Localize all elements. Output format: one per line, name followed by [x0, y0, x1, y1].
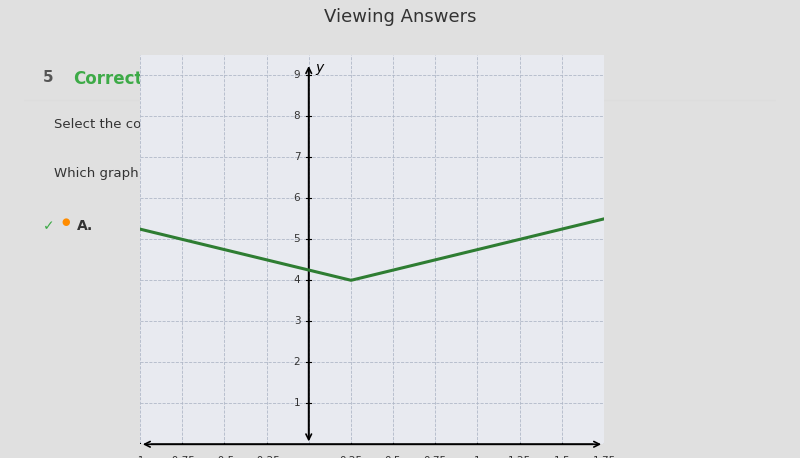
Text: 0.5: 0.5 — [385, 456, 402, 458]
Text: 1.75: 1.75 — [592, 456, 616, 458]
Text: ✓: ✓ — [43, 219, 54, 233]
Text: 7: 7 — [294, 153, 300, 163]
Text: 8: 8 — [294, 111, 300, 121]
Text: -0.25: -0.25 — [253, 456, 280, 458]
Text: 6: 6 — [294, 193, 300, 203]
Text: 2: 2 — [294, 357, 300, 367]
Text: $f(x) = \left|x - \dfrac{1}{4}\right| + 4\,$?: $f(x) = \left|x - \dfrac{1}{4}\right| + … — [321, 167, 450, 195]
Text: 9: 9 — [294, 71, 300, 81]
Text: 1.5: 1.5 — [554, 456, 570, 458]
Text: 1.25: 1.25 — [508, 456, 531, 458]
Text: 5: 5 — [43, 70, 54, 85]
Text: Viewing Answers: Viewing Answers — [324, 8, 476, 26]
Text: 1: 1 — [294, 398, 300, 408]
Text: 1: 1 — [474, 456, 481, 458]
Text: y: y — [315, 61, 324, 75]
Text: 5: 5 — [294, 234, 300, 245]
Text: -0.75: -0.75 — [169, 456, 196, 458]
Text: ●: ● — [62, 217, 70, 227]
Text: 0.25: 0.25 — [339, 456, 362, 458]
Text: Select the correct answer.: Select the correct answer. — [54, 118, 228, 131]
Text: -1: -1 — [135, 456, 145, 458]
Text: 4: 4 — [294, 275, 300, 285]
Text: Correct: Correct — [73, 70, 142, 88]
Text: A.: A. — [77, 219, 93, 233]
Text: Which graph is the graph of the function: Which graph is the graph of the function — [54, 167, 326, 180]
Text: 3: 3 — [294, 316, 300, 326]
Text: 0.75: 0.75 — [424, 456, 447, 458]
Text: -0.5: -0.5 — [214, 456, 234, 458]
